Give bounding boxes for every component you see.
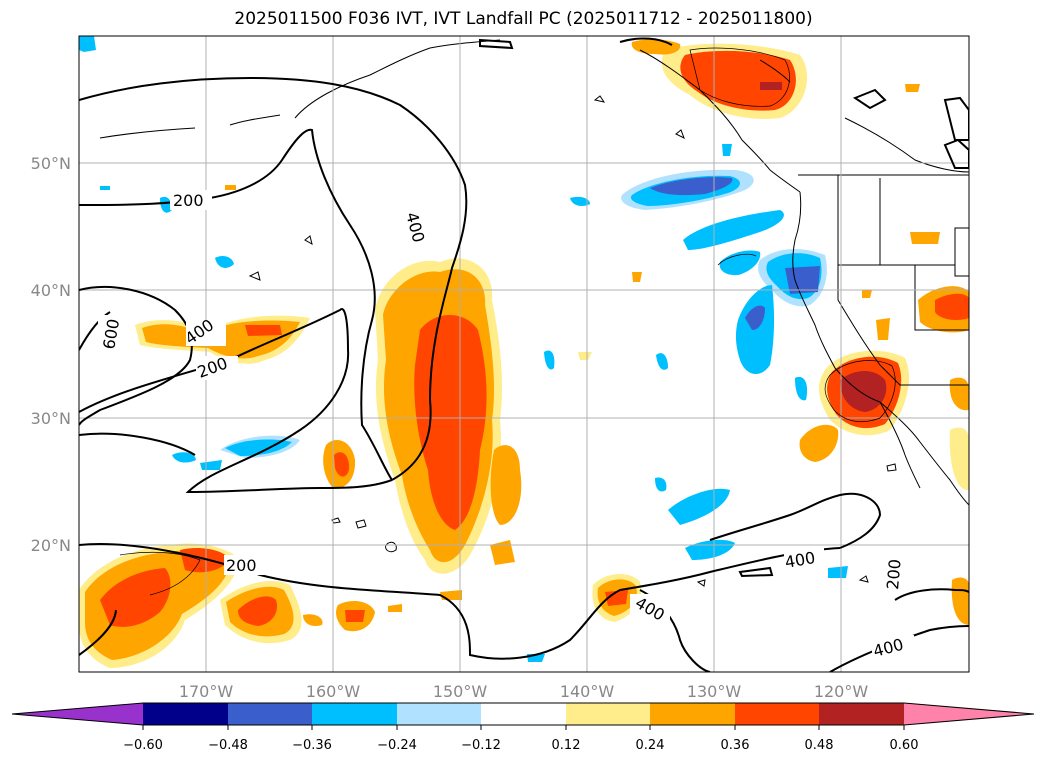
- negative-ivt-anomaly-fill: [79, 36, 848, 662]
- lon-tick-160w: 160°W: [306, 682, 361, 701]
- lat-tick-40n: 40°N: [31, 281, 71, 300]
- colorbar-label-9: 0.48: [805, 738, 834, 753]
- map-title: 2025011500 F036 IVT, IVT Landfall PC (20…: [234, 9, 813, 29]
- contour-label-200-a: 200: [173, 191, 204, 210]
- lon-tick-150w: 150°W: [433, 682, 488, 701]
- colorbar-extend-low: [12, 703, 143, 725]
- colorbar-extend-high: [904, 703, 1034, 725]
- lon-tick-130w: 130°W: [687, 682, 742, 701]
- colorbar-segment-8: [735, 703, 819, 725]
- colorbar-segment-3: [312, 703, 397, 725]
- colorbar-segment-4: [397, 703, 481, 725]
- colorbar-label-6: 0.12: [552, 738, 581, 753]
- colorbar-label-4: −0.24: [377, 738, 417, 753]
- lat-tick-20n: 20°N: [31, 536, 71, 555]
- colorbar-segment-2: [228, 703, 312, 725]
- colorbar-label-8: 0.36: [721, 738, 750, 753]
- colorbar-label-10: 0.60: [890, 738, 919, 753]
- latitude-tick-labels: 50°N 40°N 30°N 20°N: [31, 154, 71, 555]
- colorbar-segment-6: [566, 703, 650, 725]
- lat-tick-50n: 50°N: [31, 154, 71, 173]
- map-plot-area: [79, 36, 969, 672]
- colorbar-label-7: 0.24: [636, 738, 665, 753]
- longitude-tick-labels: 170°W 160°W 150°W 140°W 130°W 120°W: [179, 682, 869, 701]
- colorbar-segment-9: [819, 703, 904, 725]
- colorbar-segment-5: [481, 703, 566, 725]
- colorbar-label-1: −0.60: [123, 738, 163, 753]
- lon-tick-140w: 140°W: [560, 682, 615, 701]
- colorbar-segment-1: [143, 703, 228, 725]
- lat-tick-30n: 30°N: [31, 409, 71, 428]
- contour-label-200-d: 200: [883, 558, 905, 590]
- lon-tick-170w: 170°W: [179, 682, 234, 701]
- lon-tick-120w: 120°W: [814, 682, 869, 701]
- colorbar-label-3: −0.36: [292, 738, 332, 753]
- colorbar-segment-7: [650, 703, 735, 725]
- colorbar-label-2: −0.48: [208, 738, 248, 753]
- contour-label-200-c: 200: [226, 556, 257, 575]
- lat-lon-grid: [79, 36, 969, 672]
- thin-anomaly-outlines: [119, 47, 896, 596]
- map-frame: [78, 35, 970, 673]
- colorbar-label-5: −0.12: [461, 738, 501, 753]
- colorbar: −0.60 −0.48 −0.36 −0.24 −0.12 0.12 0.24 …: [11, 702, 1035, 753]
